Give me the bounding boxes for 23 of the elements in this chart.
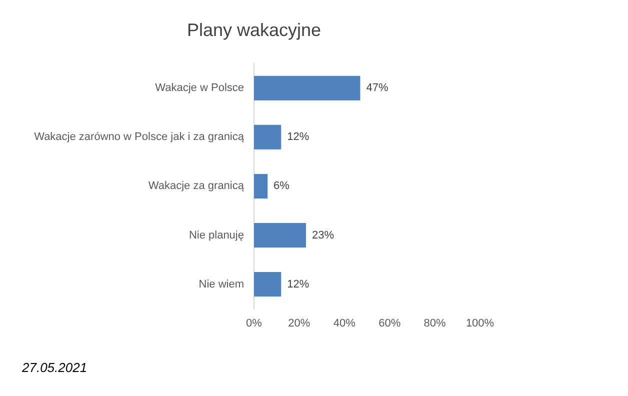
bar bbox=[254, 222, 306, 248]
y-tick-label: Wakacje w Polsce bbox=[155, 82, 244, 94]
x-tick-label: 20% bbox=[288, 317, 310, 330]
bar bbox=[254, 124, 282, 150]
bar bbox=[254, 272, 282, 297]
y-tick-label: Wakacje za granicą bbox=[148, 180, 245, 192]
y-tick-label: Wakacje zarówno w Polsce jak i za granicą bbox=[34, 131, 245, 144]
data-label: 23% bbox=[312, 229, 334, 242]
bar bbox=[254, 76, 360, 100]
bar bbox=[254, 174, 268, 198]
chart-title: Plany wakacyjne bbox=[186, 20, 322, 40]
data-label: 12% bbox=[287, 278, 310, 290]
y-tick-label: Nie wiem bbox=[198, 278, 244, 290]
y-tick-label: Nie planuję bbox=[188, 229, 244, 242]
x-tick-label: 40% bbox=[333, 317, 356, 330]
x-tick-label: 80% bbox=[424, 317, 446, 330]
x-tick-label: 100% bbox=[466, 317, 494, 330]
x-tick-label: 60% bbox=[378, 317, 401, 330]
text: 27.05.2021 bbox=[22, 360, 88, 375]
data-label: 12% bbox=[287, 131, 310, 144]
x-tick-label: 0% bbox=[246, 317, 262, 330]
data-label: 47% bbox=[366, 82, 388, 94]
data-label: 6% bbox=[274, 180, 290, 192]
